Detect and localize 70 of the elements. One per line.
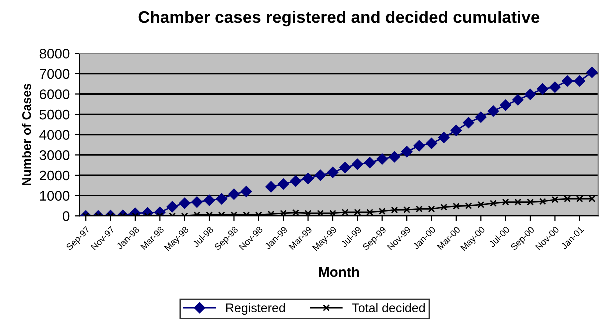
y-tick-label: 5000	[40, 110, 70, 120]
point	[490, 200, 497, 208]
point	[478, 201, 485, 208]
point	[588, 196, 596, 203]
legend-label: Registered	[226, 303, 286, 315]
point	[440, 204, 448, 211]
y-tick-label: 2000	[40, 170, 70, 181]
y-tick-label: 4000	[40, 130, 70, 140]
point	[552, 196, 559, 204]
point	[476, 112, 487, 124]
point	[512, 94, 524, 106]
point	[240, 186, 252, 198]
point	[317, 210, 324, 216]
y-tick-label: 3000	[40, 150, 70, 160]
point	[502, 198, 510, 206]
point	[465, 202, 472, 210]
point	[463, 117, 474, 128]
y-tick-label: 6000	[40, 90, 70, 100]
chart-title: Chamber cases registered and decided cumulative	[138, 10, 540, 27]
point	[404, 206, 411, 214]
point	[426, 138, 438, 150]
point	[562, 76, 574, 87]
point	[204, 194, 216, 206]
point	[564, 196, 572, 203]
point	[416, 206, 423, 213]
point	[340, 162, 351, 174]
point	[179, 198, 190, 210]
point	[391, 206, 398, 214]
point	[527, 198, 534, 206]
point	[537, 84, 548, 95]
point	[500, 100, 512, 112]
y-tick-label: 1000	[40, 191, 70, 201]
point	[574, 76, 586, 87]
point	[450, 125, 462, 136]
y-tick-label: 0	[63, 211, 70, 222]
point	[352, 158, 364, 170]
point	[539, 198, 546, 206]
point	[216, 193, 228, 205]
point	[514, 198, 522, 206]
point	[401, 146, 413, 158]
point	[290, 176, 302, 187]
point	[278, 178, 290, 190]
point	[376, 154, 388, 165]
point	[266, 181, 277, 193]
point	[389, 151, 400, 163]
point	[524, 89, 536, 100]
point	[366, 208, 374, 216]
point	[166, 201, 178, 213]
point	[228, 188, 240, 200]
point	[268, 210, 275, 216]
point	[428, 206, 436, 213]
point	[364, 157, 376, 169]
legend-label: Total decided	[352, 303, 425, 313]
point	[550, 82, 561, 93]
x-axis-title: Month	[319, 266, 360, 278]
y-tick-label: 7000	[40, 69, 70, 80]
point	[414, 140, 426, 152]
y-tick-label: 8000	[40, 48, 70, 59]
point	[452, 202, 460, 210]
point	[292, 209, 300, 216]
point	[302, 173, 314, 184]
point	[586, 66, 598, 78]
point	[192, 196, 203, 208]
point	[576, 196, 584, 203]
point	[327, 167, 339, 178]
point	[315, 170, 326, 182]
point	[488, 106, 500, 117]
y-axis-title: Number of Cases	[22, 84, 32, 186]
point	[342, 208, 349, 216]
point	[438, 132, 450, 144]
